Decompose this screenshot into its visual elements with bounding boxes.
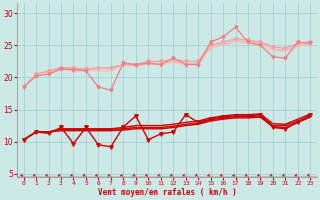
X-axis label: Vent moyen/en rafales ( km/h ): Vent moyen/en rafales ( km/h ) [98,188,236,197]
